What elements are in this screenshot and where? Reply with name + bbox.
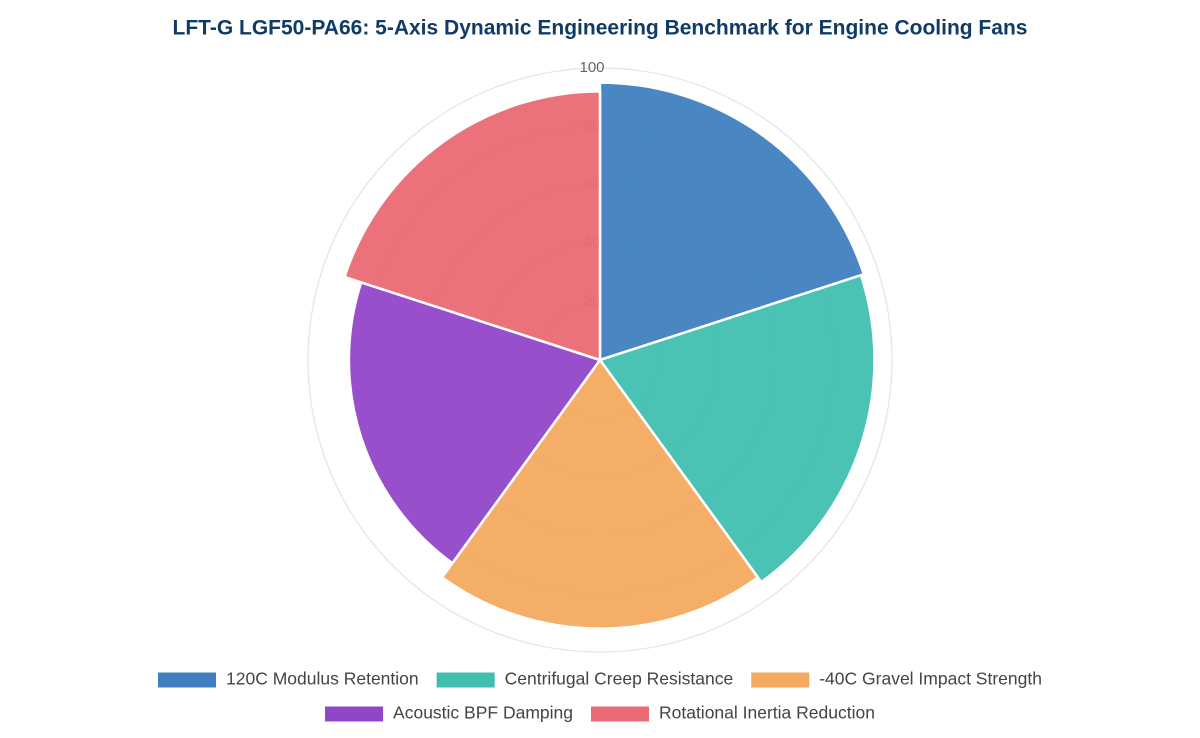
legend-swatch — [590, 706, 649, 722]
polar-bar — [598, 81, 866, 362]
legend-label: Centrifugal Creep Resistance — [505, 669, 734, 689]
legend-label: -40C Gravel Impact Strength — [819, 669, 1042, 689]
polar-bar — [347, 280, 603, 565]
grid-circle — [307, 67, 893, 653]
polar-bar — [597, 273, 876, 584]
legend-swatch — [751, 672, 810, 688]
chart-title: LFT-G LGF50-PA66: 5-Axis Dynamic Enginee… — [173, 17, 1028, 40]
legend-label: 120C Modulus Retention — [226, 669, 419, 689]
r-tick-label: 100 — [579, 59, 604, 76]
legend-label: Acoustic BPF Damping — [393, 703, 573, 723]
polar-bar — [342, 90, 602, 362]
legend-swatch — [158, 672, 217, 688]
legend-swatch — [325, 706, 384, 722]
polar-bar — [440, 357, 760, 630]
legend-swatch — [436, 672, 495, 688]
legend-label: Rotational Inertia Reduction — [659, 703, 875, 723]
